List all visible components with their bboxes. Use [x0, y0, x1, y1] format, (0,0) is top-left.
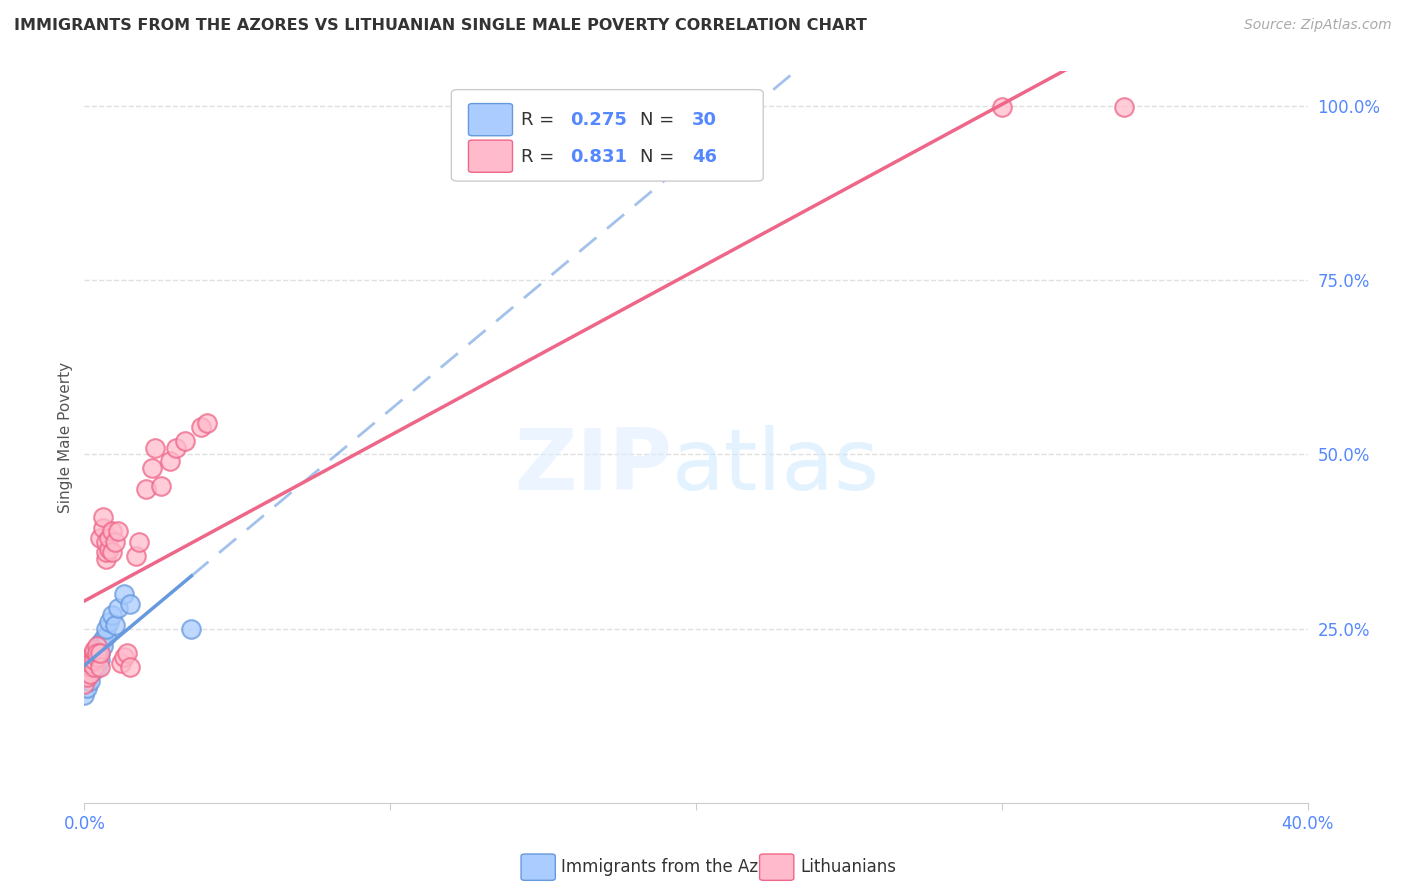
Point — [104, 534, 127, 549]
Point — [76, 667, 98, 681]
Point — [128, 534, 150, 549]
Point — [79, 653, 101, 667]
Point — [83, 646, 105, 660]
Point — [91, 521, 114, 535]
Point — [89, 660, 111, 674]
Text: N =: N = — [640, 112, 679, 129]
Point — [83, 660, 105, 674]
Point — [91, 632, 114, 646]
Point — [120, 660, 142, 674]
Point — [86, 660, 108, 674]
FancyBboxPatch shape — [522, 854, 555, 880]
Point — [91, 639, 114, 653]
Point — [94, 552, 117, 566]
Point — [1114, 100, 1136, 114]
Text: ZIP: ZIP — [513, 425, 672, 508]
Point — [79, 660, 101, 674]
Text: N =: N = — [640, 148, 679, 166]
Point — [159, 454, 181, 468]
Point — [89, 653, 111, 667]
Point — [86, 646, 108, 660]
Point — [110, 657, 132, 671]
Text: R =: R = — [522, 148, 560, 166]
Text: 0.831: 0.831 — [569, 148, 627, 166]
Point — [79, 667, 101, 681]
Point — [76, 664, 98, 678]
Point — [91, 510, 114, 524]
FancyBboxPatch shape — [468, 140, 513, 172]
Point — [94, 622, 117, 636]
Point — [97, 531, 120, 545]
FancyBboxPatch shape — [468, 103, 513, 136]
Point — [83, 657, 105, 671]
Text: R =: R = — [522, 112, 560, 129]
Point — [89, 635, 111, 649]
FancyBboxPatch shape — [451, 90, 763, 181]
Point — [141, 461, 163, 475]
Point — [76, 681, 98, 695]
Point — [112, 649, 135, 664]
Point — [79, 660, 101, 674]
Point — [107, 600, 129, 615]
Point — [115, 646, 138, 660]
Text: 30: 30 — [692, 112, 717, 129]
Point — [97, 615, 120, 629]
Point — [79, 657, 101, 671]
Point — [86, 653, 108, 667]
Point — [143, 441, 166, 455]
Point — [86, 649, 108, 664]
Point — [94, 629, 117, 643]
Point — [101, 524, 124, 538]
Point — [97, 541, 120, 556]
Point — [104, 618, 127, 632]
Point — [83, 653, 105, 667]
Point — [79, 649, 101, 664]
FancyBboxPatch shape — [759, 854, 794, 880]
Point — [149, 479, 172, 493]
Point — [174, 434, 197, 448]
Point — [86, 642, 108, 657]
Point — [79, 673, 101, 688]
Point — [89, 531, 111, 545]
Point — [89, 646, 111, 660]
Point — [165, 441, 187, 455]
Point — [107, 524, 129, 538]
Point — [79, 667, 101, 681]
Point — [180, 622, 202, 636]
Text: 0.275: 0.275 — [569, 112, 627, 129]
Point — [76, 670, 98, 684]
Point — [83, 649, 105, 664]
Point — [73, 688, 96, 702]
Point — [76, 673, 98, 688]
Point — [112, 587, 135, 601]
Point — [83, 664, 105, 678]
Point — [83, 642, 105, 657]
Text: Source: ZipAtlas.com: Source: ZipAtlas.com — [1244, 18, 1392, 32]
Point — [135, 483, 157, 497]
Point — [83, 646, 105, 660]
Text: Immigrants from the Azores: Immigrants from the Azores — [561, 858, 794, 876]
Point — [190, 419, 212, 434]
Point — [94, 534, 117, 549]
Point — [125, 549, 148, 563]
Point — [991, 100, 1014, 114]
Text: atlas: atlas — [672, 425, 880, 508]
Point — [195, 416, 218, 430]
Point — [76, 660, 98, 674]
Y-axis label: Single Male Poverty: Single Male Poverty — [58, 361, 73, 513]
Point — [94, 545, 117, 559]
Text: 46: 46 — [692, 148, 717, 166]
Point — [101, 545, 124, 559]
Point — [73, 677, 96, 691]
Text: IMMIGRANTS FROM THE AZORES VS LITHUANIAN SINGLE MALE POVERTY CORRELATION CHART: IMMIGRANTS FROM THE AZORES VS LITHUANIAN… — [14, 18, 868, 33]
Point — [86, 639, 108, 653]
Point — [89, 646, 111, 660]
Point — [120, 597, 142, 611]
Point — [101, 607, 124, 622]
Text: Lithuanians: Lithuanians — [800, 858, 896, 876]
Point — [76, 657, 98, 671]
